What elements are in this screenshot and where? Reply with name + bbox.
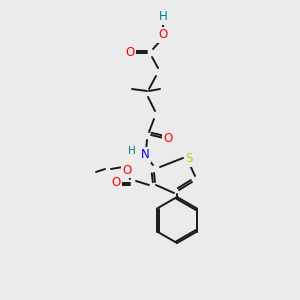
Text: H: H [128, 146, 136, 156]
Text: O: O [164, 133, 172, 146]
Text: O: O [125, 46, 135, 59]
Text: O: O [111, 176, 121, 188]
Text: O: O [122, 164, 132, 176]
Text: O: O [158, 28, 168, 41]
Text: N: N [141, 148, 149, 161]
Text: H: H [159, 11, 167, 23]
Text: S: S [185, 152, 193, 166]
